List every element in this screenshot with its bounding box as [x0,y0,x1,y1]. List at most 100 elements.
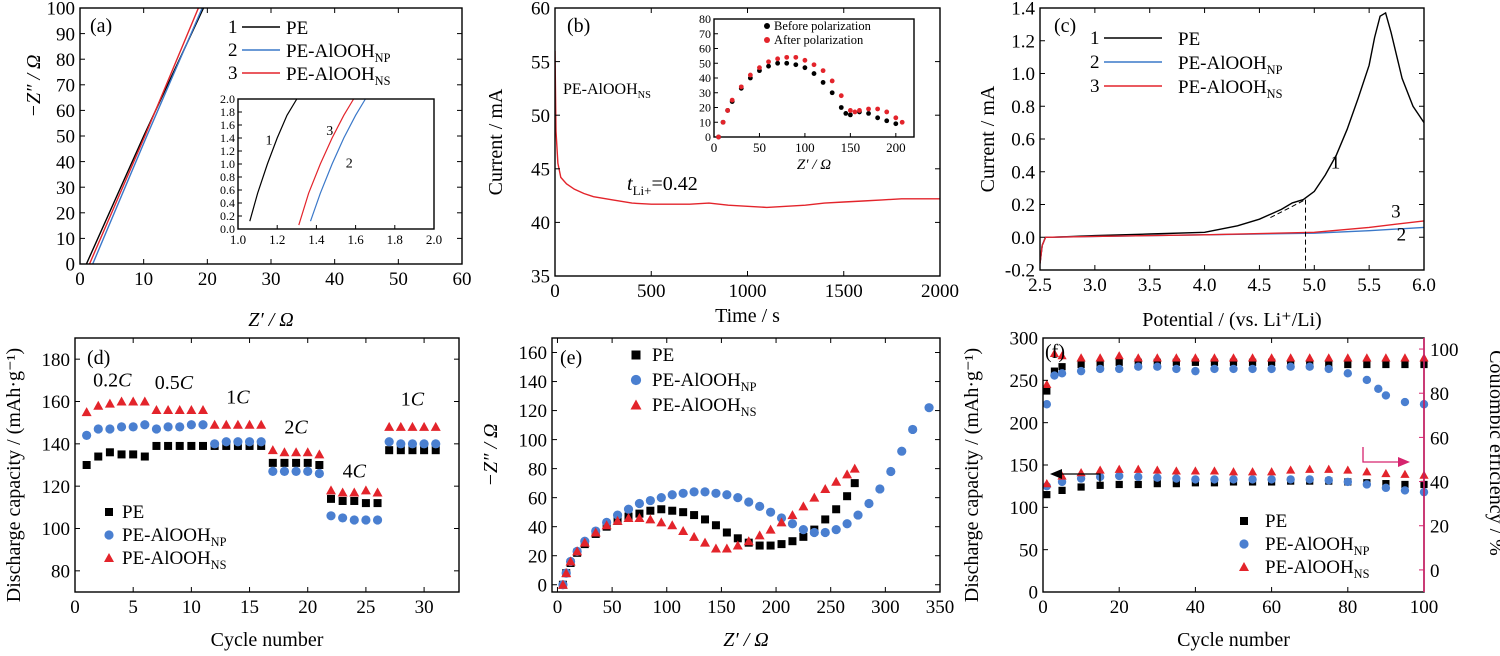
panel-f-capacity-marker [1400,469,1410,478]
panel-e-marker [850,479,859,488]
panel-f-efficiency-marker [1134,362,1143,371]
panel-a-inset-curve-label: 1 [265,134,272,149]
panel-b-inset-ytick-label: 60 [699,42,711,56]
panel-f-ylabel: Discharge capacity / (mAh·g⁻¹) [961,348,983,602]
panel-f-capacity-marker [1076,468,1086,477]
panel-e-legend-marker [630,374,642,386]
panel-f-legend-label: PE-AlOOHNS [1265,557,1370,581]
panel-d-marker [291,447,302,457]
panel-a-inset-ytick-label: 0.4 [220,196,235,210]
panel-e-marker [579,537,590,547]
y-tick-label: 300 [1010,329,1039,350]
panel-e-marker [557,579,568,589]
panel-f-capacity-marker [1400,486,1410,495]
panel-f-capacity-marker [1381,483,1391,493]
panel-b-sample-label: PE-AlOOHNS [563,81,651,101]
y-tick-label: 200 [1010,413,1039,434]
panel-d-marker [326,485,336,495]
panel-d-marker [315,461,324,469]
panel-d-rate-label: 1C [401,389,425,411]
label-main: PE-AlOOH [1265,557,1354,578]
panel-e-legend-marker [630,399,642,410]
panel-c-series-line [1040,226,1424,264]
y-tick-label: 80 [528,459,547,480]
panel-b-inset-point [843,111,849,116]
panel-d-marker [279,447,290,457]
panel-f-efficiency-marker [1229,358,1238,366]
panel-f-right-tick-label: 40 [1430,473,1449,494]
panel-a-inset-xtick-label: 1.8 [387,232,403,247]
panel-b-inset-bg [714,19,914,137]
x-tick-label: 20 [1110,597,1129,618]
x-tick-label: 20 [298,597,317,618]
panel-a-series [85,8,205,264]
panel-d-marker [408,446,417,455]
panel-e-marker [798,501,809,511]
panel-a-inset-bg [238,99,434,229]
label-main: PE [122,502,144,523]
x-tick-label: 30 [262,269,281,290]
x-tick-label: 5.5 [1357,275,1381,296]
panel-d-marker [372,487,383,497]
y-tick-label: 0 [1029,583,1039,604]
panel-f-capacity-marker [1362,467,1372,476]
panel-f-legend-label: PE-AlOOHNP [1265,534,1370,558]
panel-d-marker [104,398,115,408]
panel-d-marker [407,439,418,449]
label-main: PE [286,18,308,39]
panel-d-marker [361,515,371,525]
panel-e-marker [849,463,860,473]
panel-d-marker [93,400,104,410]
x-tick-label: 40 [1186,597,1205,618]
label-main: PE-AlOOH [122,548,211,569]
panel-d: 0 5 10 15 20 25 30 80 100 120 140 160 180 (d) Cycle nu… [3,337,460,651]
label-subscript: NS [211,558,227,572]
panel-d-marker [396,446,405,455]
panel-e-marker [678,526,689,536]
panel-b-inset-legend-marker [764,23,770,29]
panel-e-marker [864,498,874,509]
x-tick-label: 300 [871,597,900,618]
panel-e-marker [787,510,798,520]
panel-f-legend-marker [1239,562,1249,571]
panel-b-inset-point [766,59,771,65]
y-tick-label: 10 [56,229,75,250]
panel-f-efficiency-marker [1057,369,1067,378]
panel-d-marker [338,513,348,523]
panel-f-efficiency-marker [1095,353,1105,362]
panel-b-inset-point [784,60,790,66]
panel-c-series-line [1040,220,1424,264]
panel-e-marker [733,493,743,503]
y-tick-label: 50 [1019,540,1038,561]
panel-f-tag: (f) [1045,341,1065,363]
panel-e-marker [765,507,776,517]
annotation-value: =0.42 [651,173,697,195]
rate-value: 4 [343,461,353,483]
x-tick-label: 100 [653,597,682,618]
panel-d-marker [140,420,150,430]
panel-b-inset-xtick-label: 50 [753,140,766,155]
y-tick-label: 1.4 [1011,0,1035,20]
panel-a-series-line [92,8,203,264]
panel-e-marker [788,537,797,546]
panel-f-capacity-marker [1057,477,1067,487]
x-tick-label: 350 [926,597,955,618]
panel-e-marker [809,527,819,538]
panel-e-marker [701,515,710,524]
panel-d-marker [116,396,127,406]
panel-e-marker [821,515,830,524]
panel-d-marker [163,422,173,432]
y-tick-label: 70 [56,75,75,96]
label-subscript: NS [1354,567,1370,581]
panel-e-marker [765,524,776,534]
panel-a-tag: (a) [90,15,112,37]
panel-e-marker [679,508,688,517]
panel-d-marker [221,419,232,429]
panel-f-efficiency-marker [1325,360,1333,369]
panel-e-marker [754,530,765,540]
panel-d-marker [291,466,301,476]
panel-b-inset-point [820,80,826,85]
panel-d-ylabel: Discharge capacity / (mAh·g⁻¹) [3,348,25,602]
panel-f-efficiency-marker [1134,358,1142,366]
panel-d-marker [187,441,196,450]
